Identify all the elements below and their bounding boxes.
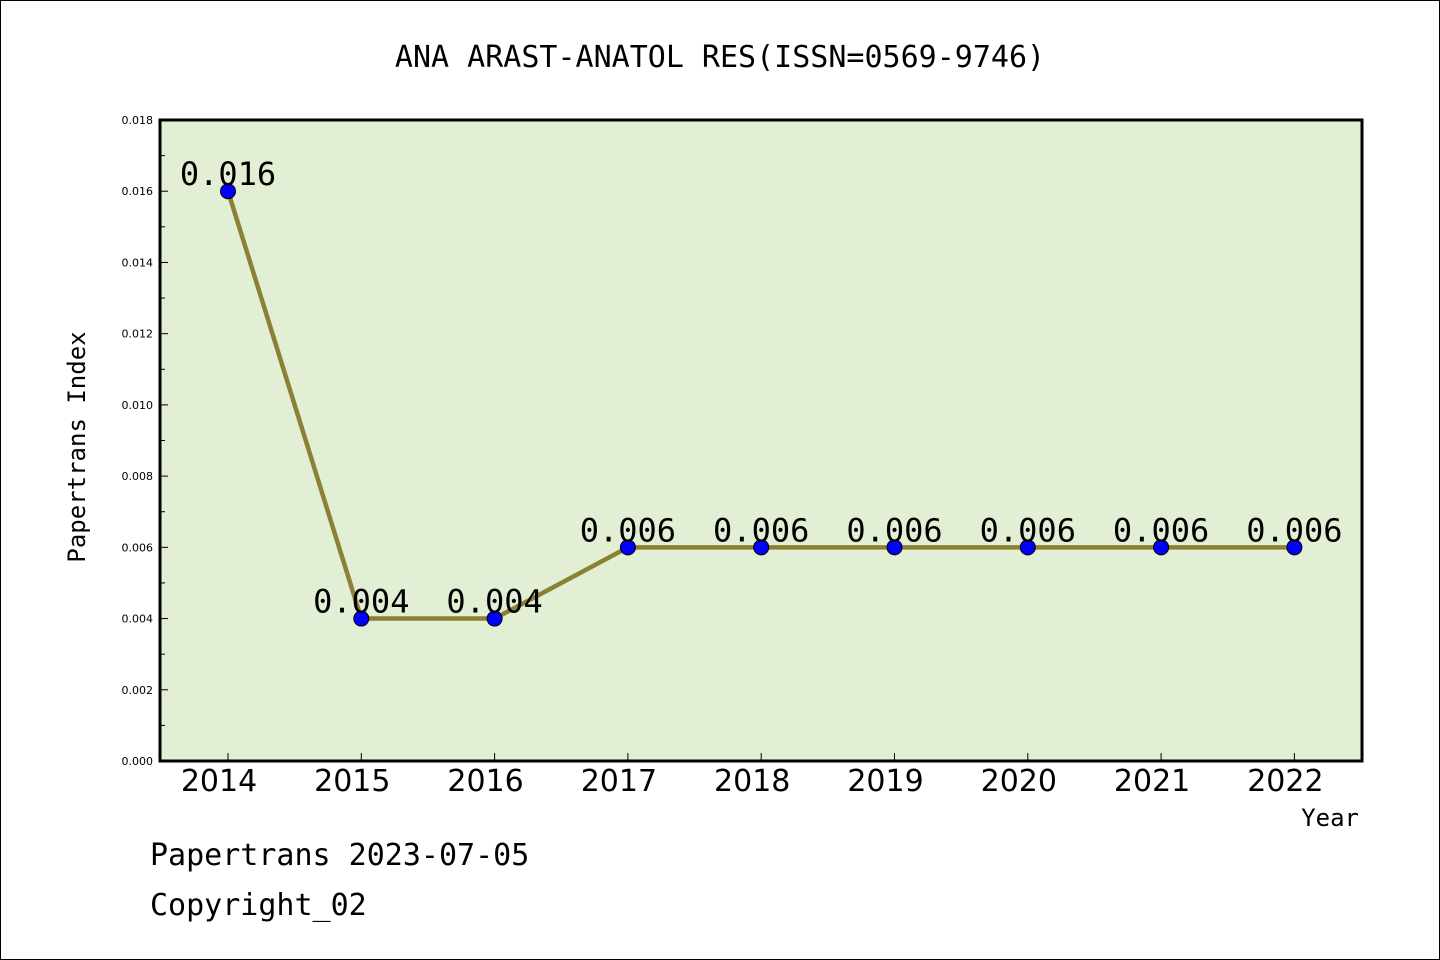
- x-tick-label: 2015: [314, 764, 390, 799]
- data-label: 0.006: [580, 511, 676, 549]
- data-point: [886, 539, 903, 556]
- y-tick-label: 0.004: [122, 613, 154, 626]
- x-tick-label: 2022: [1247, 764, 1323, 799]
- data-point: [1019, 539, 1036, 556]
- y-tick-label: 0.016: [122, 185, 154, 198]
- x-tick-label: 2019: [847, 764, 923, 799]
- y-tick-label: 0.006: [122, 541, 154, 554]
- footer-date: Papertrans 2023-07-05: [150, 838, 529, 873]
- data-point: [753, 539, 770, 556]
- footer-copyright: Copyright_02: [150, 888, 367, 923]
- y-tick-label: 0.002: [122, 684, 154, 697]
- data-point: [220, 183, 236, 200]
- plot-area: [160, 120, 1362, 761]
- data-label: 0.004: [313, 583, 409, 621]
- data-label: 0.006: [846, 511, 942, 549]
- axis-ticks: 0.000 0.002 0.004 0.006 0.008 0.010 0.012 0.014…: [122, 114, 1324, 799]
- data-label: 0.006: [980, 511, 1076, 549]
- series-layer: 0.016 0.004 0.004 0.006 0.006 0.006 0.006 0.006…: [180, 155, 1343, 627]
- x-tick-label: 2020: [981, 764, 1057, 799]
- data-label: 0.006: [1113, 511, 1209, 549]
- y-tick-label: 0.014: [122, 256, 154, 269]
- plot-border: [158, 118, 1364, 763]
- x-tick-label: 2017: [581, 764, 657, 799]
- x-tick-label: 2021: [1114, 764, 1190, 799]
- data-point: [619, 539, 636, 556]
- data-label: 0.004: [446, 583, 542, 621]
- data-label: 0.016: [180, 155, 276, 193]
- x-tick-label: 2016: [447, 764, 523, 799]
- data-point: [1153, 539, 1170, 556]
- x-tick-label: 2014: [181, 764, 257, 799]
- data-point: [353, 610, 370, 627]
- y-tick-label: 0.018: [122, 114, 154, 127]
- chart-title: ANA ARAST-ANATOL RES(ISSN=0569-9746): [395, 40, 1045, 75]
- y-tick-label: 0.012: [122, 328, 154, 341]
- x-axis-label: Year: [1301, 804, 1359, 832]
- y-tick-label: 0.000: [122, 755, 154, 768]
- data-point: [1286, 539, 1303, 556]
- data-label: 0.006: [1246, 511, 1342, 549]
- y-axis-label: Papertrans Index: [63, 331, 91, 562]
- y-tick-label: 0.008: [122, 470, 154, 483]
- data-point: [486, 610, 503, 627]
- y-tick-label: 0.010: [122, 399, 154, 412]
- x-tick-label: 2018: [714, 764, 790, 799]
- data-label: 0.006: [713, 511, 809, 549]
